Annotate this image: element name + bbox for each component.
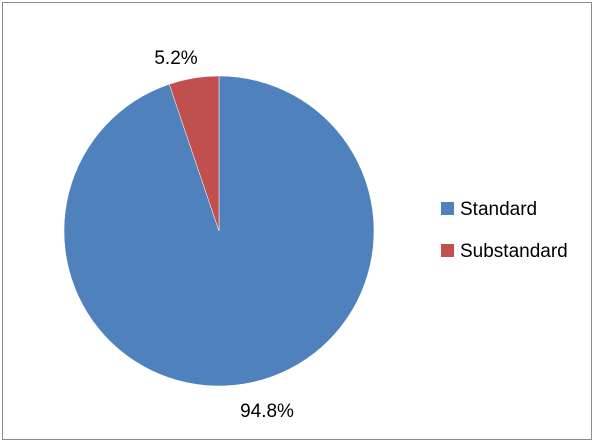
- data-label-substandard: 5.2%: [154, 48, 197, 69]
- data-label-standard: 94.8%: [240, 401, 294, 422]
- legend-swatch-substandard: [441, 244, 454, 257]
- pie-slice-substandard: [168, 75, 220, 232]
- pie-slices: [63, 75, 375, 387]
- legend-label-standard: Standard: [460, 199, 537, 220]
- legend: Standard Substandard: [441, 199, 568, 262]
- legend-label-substandard: Substandard: [460, 241, 568, 262]
- legend-swatch-standard: [441, 202, 454, 215]
